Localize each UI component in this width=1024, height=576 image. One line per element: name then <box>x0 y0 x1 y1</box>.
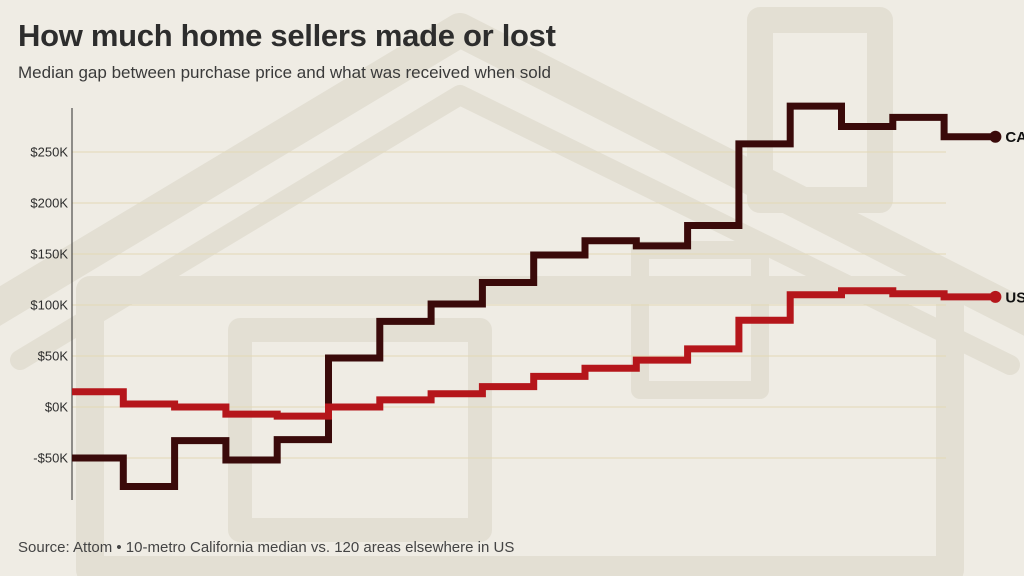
series-label-ca: CA <box>1005 129 1024 146</box>
y-tick-label: $50K <box>38 349 69 364</box>
series-labels: CA US <box>1005 129 1024 306</box>
y-tick-label: $100K <box>30 298 68 313</box>
y-tick-labels: -$50K $0K $50K $100K $150K $200K $250K <box>30 145 68 466</box>
gridlines <box>72 151 946 459</box>
chart-title: How much home sellers made or lost <box>18 18 556 53</box>
series-endpoint-us <box>989 290 1002 303</box>
series-line-ca <box>72 102 996 491</box>
series-lines <box>72 102 1002 491</box>
y-tick-label: $150K <box>30 247 68 262</box>
y-tick-label: $250K <box>30 145 68 160</box>
chart-subtitle: Median gap between purchase price and wh… <box>18 63 551 82</box>
series-label-us: US <box>1005 289 1024 306</box>
series-endpoint-ca <box>989 130 1002 143</box>
y-tick-label: $0K <box>45 400 68 415</box>
source-note: Source: Attom • 10-metro California medi… <box>18 539 515 556</box>
series-line-us <box>72 287 996 420</box>
y-tick-label: $200K <box>30 196 68 211</box>
y-tick-label: -$50K <box>33 451 68 466</box>
